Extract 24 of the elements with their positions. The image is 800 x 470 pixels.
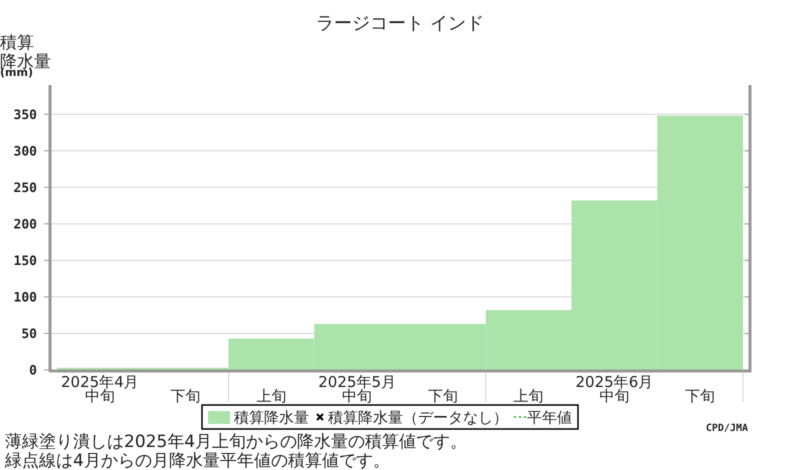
legend-label: 積算降水量 xyxy=(234,408,309,426)
y-tick-label: 0 xyxy=(29,364,38,379)
x-tick-label: 上旬 xyxy=(256,387,286,405)
y-axis-title: 積算降水量(mm) xyxy=(0,33,51,79)
y-tick-label: 350 xyxy=(14,108,38,123)
y-tick-label: 250 xyxy=(14,180,38,196)
x-tick-label: 下旬 xyxy=(170,387,201,405)
y-tick-label: 300 xyxy=(14,144,38,160)
y-tick-label: 150 xyxy=(14,254,38,269)
x-tick-label: 2025年5月中旬 xyxy=(318,373,396,405)
text: 薄緑塗り潰しは2025年4月上旬からの降水量の積算値です。 xyxy=(5,432,468,452)
legend-label: 積算降水量（データなし） xyxy=(328,408,508,426)
y-tick-label: 200 xyxy=(14,217,38,232)
text: CPD/JMA xyxy=(706,423,748,434)
x-tick-label: 2025年6月中旬 xyxy=(576,373,654,405)
legend-label: 平年値 xyxy=(527,408,572,426)
x-tick-label: 2025年4月中旬 xyxy=(61,373,139,405)
chart-title: ラージコート インド xyxy=(316,13,484,34)
y-tick-label: 100 xyxy=(14,290,38,306)
x-tick-label: 下旬 xyxy=(428,387,458,405)
x-tick-label: 上旬 xyxy=(514,387,544,405)
y-tick-label: 50 xyxy=(21,327,38,342)
x-tick-label: 下旬 xyxy=(685,387,716,405)
text: 緑点線は4月からの月降水量平年値の積算値です。 xyxy=(4,451,390,470)
